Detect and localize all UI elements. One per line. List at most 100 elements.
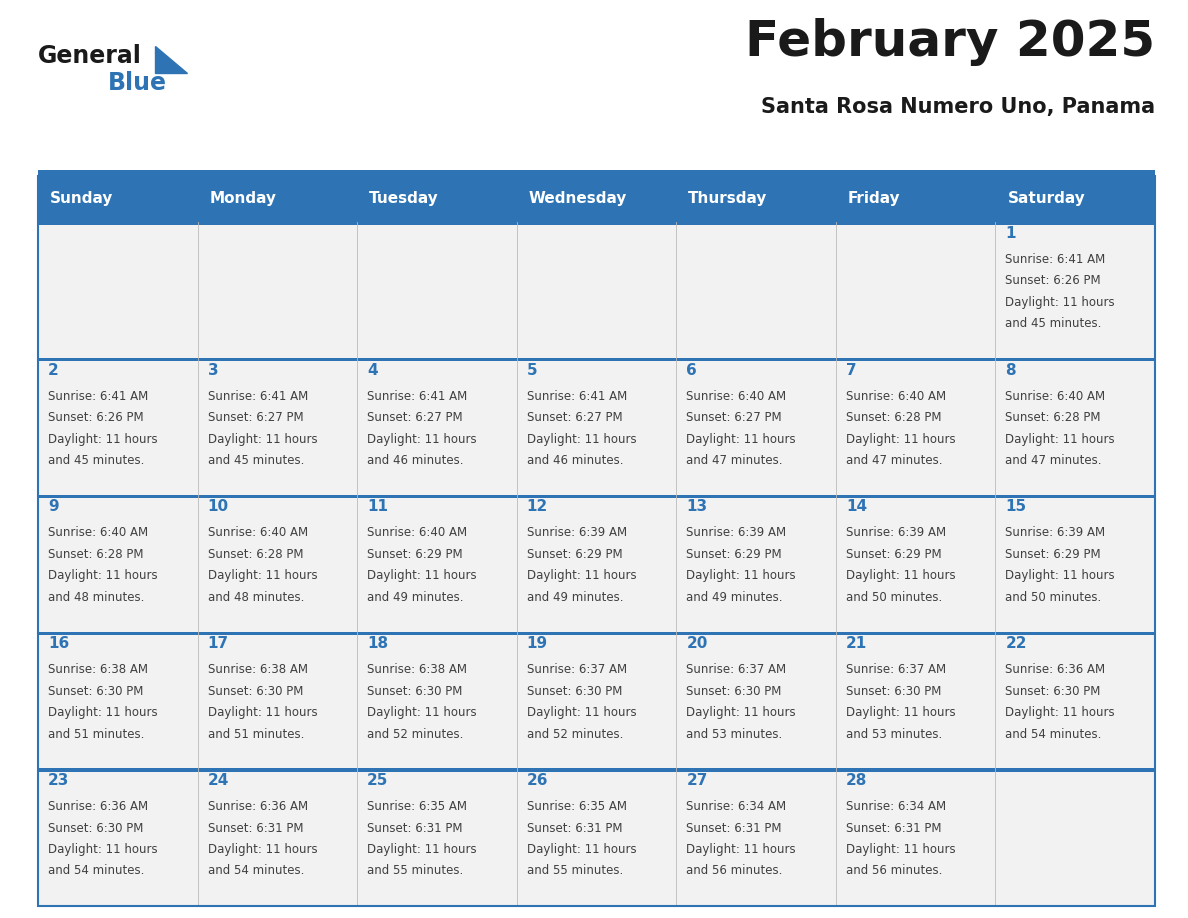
- Text: Sunrise: 6:34 AM: Sunrise: 6:34 AM: [687, 800, 786, 813]
- Text: and 54 minutes.: and 54 minutes.: [1005, 728, 1101, 741]
- Text: Sunrise: 6:37 AM: Sunrise: 6:37 AM: [526, 663, 627, 677]
- Text: Daylight: 11 hours: Daylight: 11 hours: [208, 432, 317, 445]
- Bar: [38, 362, 1155, 496]
- Text: 6: 6: [687, 363, 697, 377]
- Text: Sunset: 6:28 PM: Sunset: 6:28 PM: [48, 548, 144, 561]
- Text: Daylight: 11 hours: Daylight: 11 hours: [687, 843, 796, 856]
- Text: 16: 16: [48, 636, 69, 651]
- Bar: [38, 221, 1155, 225]
- Text: Saturday: Saturday: [1007, 192, 1085, 207]
- Text: Sunset: 6:30 PM: Sunset: 6:30 PM: [846, 685, 941, 698]
- Text: 21: 21: [846, 636, 867, 651]
- Bar: [38, 498, 1155, 633]
- Text: Daylight: 11 hours: Daylight: 11 hours: [846, 432, 955, 445]
- Text: and 47 minutes.: and 47 minutes.: [687, 454, 783, 467]
- Bar: [38, 495, 1155, 498]
- Bar: [38, 635, 1155, 769]
- Polygon shape: [154, 46, 187, 73]
- Bar: [358, 176, 517, 222]
- Text: Daylight: 11 hours: Daylight: 11 hours: [208, 569, 317, 582]
- Text: Daylight: 11 hours: Daylight: 11 hours: [48, 843, 158, 856]
- Text: Sunday: Sunday: [50, 192, 113, 207]
- Text: and 56 minutes.: and 56 minutes.: [846, 865, 942, 878]
- Text: General: General: [38, 44, 141, 68]
- Text: Sunset: 6:29 PM: Sunset: 6:29 PM: [846, 548, 941, 561]
- Text: Daylight: 11 hours: Daylight: 11 hours: [367, 569, 476, 582]
- Text: Friday: Friday: [848, 192, 901, 207]
- Text: Daylight: 11 hours: Daylight: 11 hours: [48, 569, 158, 582]
- Text: Daylight: 11 hours: Daylight: 11 hours: [367, 432, 476, 445]
- Text: and 53 minutes.: and 53 minutes.: [846, 728, 942, 741]
- Text: and 46 minutes.: and 46 minutes.: [367, 454, 463, 467]
- Text: Sunset: 6:31 PM: Sunset: 6:31 PM: [367, 822, 462, 834]
- Text: 28: 28: [846, 773, 867, 788]
- Text: and 50 minutes.: and 50 minutes.: [846, 591, 942, 604]
- Text: and 51 minutes.: and 51 minutes.: [208, 728, 304, 741]
- Text: 10: 10: [208, 499, 229, 514]
- Text: Sunset: 6:31 PM: Sunset: 6:31 PM: [526, 822, 623, 834]
- Text: 13: 13: [687, 499, 707, 514]
- Text: Sunrise: 6:41 AM: Sunrise: 6:41 AM: [48, 389, 148, 403]
- Bar: [38, 358, 1155, 362]
- Text: and 52 minutes.: and 52 minutes.: [526, 728, 623, 741]
- Text: 2: 2: [48, 363, 58, 377]
- Text: Daylight: 11 hours: Daylight: 11 hours: [526, 843, 637, 856]
- Text: Sunset: 6:29 PM: Sunset: 6:29 PM: [687, 548, 782, 561]
- Text: Daylight: 11 hours: Daylight: 11 hours: [526, 569, 637, 582]
- Text: Blue: Blue: [108, 71, 168, 95]
- Bar: [197, 176, 358, 222]
- Text: and 47 minutes.: and 47 minutes.: [1005, 454, 1102, 467]
- Text: Daylight: 11 hours: Daylight: 11 hours: [367, 843, 476, 856]
- Text: and 52 minutes.: and 52 minutes.: [367, 728, 463, 741]
- Text: 20: 20: [687, 636, 708, 651]
- Text: and 55 minutes.: and 55 minutes.: [526, 865, 623, 878]
- Text: Sunrise: 6:41 AM: Sunrise: 6:41 AM: [208, 389, 308, 403]
- Text: 22: 22: [1005, 636, 1026, 651]
- Bar: [38, 176, 197, 222]
- Text: Daylight: 11 hours: Daylight: 11 hours: [208, 843, 317, 856]
- Text: and 53 minutes.: and 53 minutes.: [687, 728, 783, 741]
- Text: Daylight: 11 hours: Daylight: 11 hours: [687, 569, 796, 582]
- Text: Sunrise: 6:38 AM: Sunrise: 6:38 AM: [48, 663, 148, 677]
- Text: Sunrise: 6:39 AM: Sunrise: 6:39 AM: [1005, 526, 1106, 540]
- Text: Sunset: 6:28 PM: Sunset: 6:28 PM: [208, 548, 303, 561]
- Text: Sunrise: 6:37 AM: Sunrise: 6:37 AM: [687, 663, 786, 677]
- Text: Sunset: 6:30 PM: Sunset: 6:30 PM: [48, 822, 144, 834]
- Text: Daylight: 11 hours: Daylight: 11 hours: [846, 843, 955, 856]
- Text: Monday: Monday: [209, 192, 277, 207]
- Text: Sunrise: 6:40 AM: Sunrise: 6:40 AM: [687, 389, 786, 403]
- Text: Daylight: 11 hours: Daylight: 11 hours: [687, 432, 796, 445]
- Bar: [38, 772, 1155, 906]
- Text: Sunrise: 6:40 AM: Sunrise: 6:40 AM: [48, 526, 148, 540]
- Text: 8: 8: [1005, 363, 1016, 377]
- Text: 17: 17: [208, 636, 229, 651]
- Bar: [38, 176, 1155, 906]
- Text: and 45 minutes.: and 45 minutes.: [208, 454, 304, 467]
- Text: and 49 minutes.: and 49 minutes.: [687, 591, 783, 604]
- Text: Sunset: 6:30 PM: Sunset: 6:30 PM: [48, 685, 144, 698]
- Text: 3: 3: [208, 363, 219, 377]
- Text: Sunset: 6:26 PM: Sunset: 6:26 PM: [1005, 274, 1101, 287]
- Text: Sunset: 6:27 PM: Sunset: 6:27 PM: [208, 411, 303, 424]
- Text: Daylight: 11 hours: Daylight: 11 hours: [526, 706, 637, 719]
- Text: and 48 minutes.: and 48 minutes.: [208, 591, 304, 604]
- Bar: [38, 171, 1155, 177]
- Text: Sunrise: 6:35 AM: Sunrise: 6:35 AM: [367, 800, 467, 813]
- Text: and 46 minutes.: and 46 minutes.: [526, 454, 624, 467]
- Text: 25: 25: [367, 773, 388, 788]
- Text: Sunrise: 6:39 AM: Sunrise: 6:39 AM: [846, 526, 946, 540]
- Text: 14: 14: [846, 499, 867, 514]
- Text: 23: 23: [48, 773, 69, 788]
- Text: 9: 9: [48, 499, 58, 514]
- Text: Sunset: 6:26 PM: Sunset: 6:26 PM: [48, 411, 144, 424]
- Text: 7: 7: [846, 363, 857, 377]
- Text: Sunset: 6:31 PM: Sunset: 6:31 PM: [846, 822, 941, 834]
- Text: Sunrise: 6:38 AM: Sunrise: 6:38 AM: [367, 663, 467, 677]
- Text: Sunrise: 6:41 AM: Sunrise: 6:41 AM: [526, 389, 627, 403]
- Text: Daylight: 11 hours: Daylight: 11 hours: [48, 706, 158, 719]
- Text: Santa Rosa Numero Uno, Panama: Santa Rosa Numero Uno, Panama: [760, 97, 1155, 117]
- Text: and 55 minutes.: and 55 minutes.: [367, 865, 463, 878]
- Text: 1: 1: [1005, 226, 1016, 241]
- Text: and 48 minutes.: and 48 minutes.: [48, 591, 145, 604]
- Text: Sunset: 6:29 PM: Sunset: 6:29 PM: [367, 548, 463, 561]
